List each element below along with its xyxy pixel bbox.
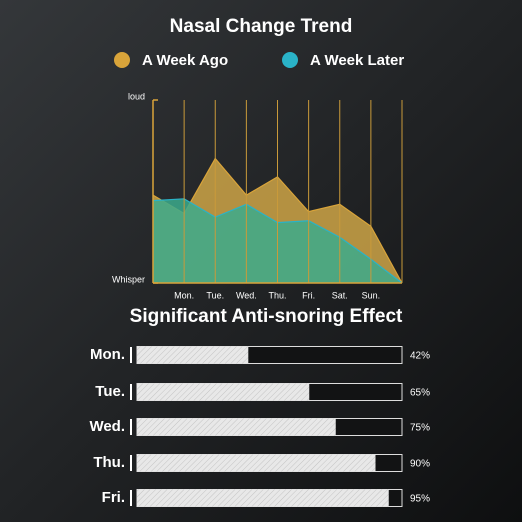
x-tick-label: Tue. [206,290,224,300]
value-label: 42% [410,351,430,362]
chart-title: Significant Anti-snoring Effect [130,306,403,327]
x-tick-label: Fri. [302,290,315,300]
legend-marker [282,52,298,68]
x-tick-label: Sat. [332,290,348,300]
category-label: Fri. [102,489,125,506]
value-label: 75% [410,423,430,434]
bar [137,383,310,401]
bar [137,418,336,436]
value-label: 65% [410,388,430,399]
x-tick-label: Wed. [236,290,257,300]
separator [130,347,132,363]
separator [130,384,132,400]
chart-title: Nasal Change Trend [170,16,353,37]
legend-label: A Week Later [310,52,404,69]
y-tick-label: Whisper [112,274,145,284]
bar [137,346,249,364]
separator [130,419,132,435]
bar [137,489,389,507]
category-label: Thu. [93,454,125,471]
category-label: Tue. [95,383,125,400]
separator [130,490,132,506]
separator [130,455,132,471]
x-tick-label: Sun. [362,290,381,300]
category-label: Mon. [90,346,125,363]
x-tick-label: Thu. [268,290,286,300]
x-tick-label: Mon. [174,290,194,300]
y-tick-label: loud [128,91,145,101]
value-label: 90% [410,459,430,470]
legend-label: A Week Ago [142,52,228,69]
legend-marker [114,52,130,68]
category-label: Wed. [89,418,125,435]
value-label: 95% [410,494,430,505]
bar [137,454,376,472]
